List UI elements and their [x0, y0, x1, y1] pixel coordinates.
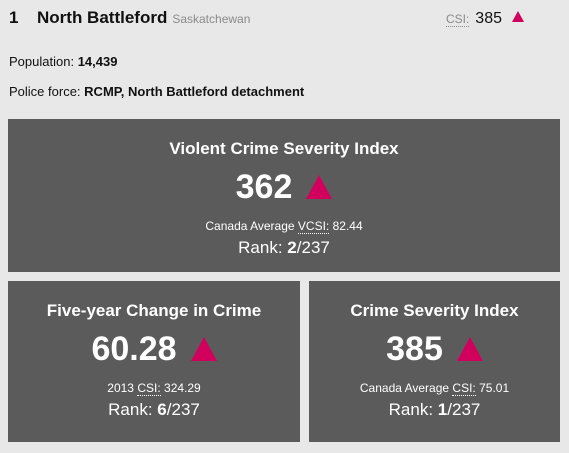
rank-label: Rank:	[238, 238, 283, 257]
police-force-label: Police force:	[9, 84, 81, 99]
five-year-change-card: Five-year Change in Crime 60.28 2013 CSI…	[8, 281, 300, 442]
csi-abbreviation[interactable]: CSI:	[137, 381, 161, 396]
card-value: 362	[235, 167, 293, 206]
police-force-line: Police force: RCMP, North Battleford det…	[9, 84, 304, 99]
city-name: North Battleford	[37, 8, 168, 27]
average-prefix: 2013	[107, 381, 134, 395]
card-average: Canada Average VCSI: 82.44	[8, 219, 560, 234]
card-value: 60.28	[91, 329, 177, 368]
rank-total: /237	[447, 400, 481, 419]
rank-value: 6	[157, 400, 167, 419]
csi-abbreviation[interactable]: CSI:	[452, 381, 476, 396]
triangle-up-icon	[190, 337, 217, 361]
province-name: Saskatchewan	[172, 12, 251, 26]
average-value: 82.44	[332, 219, 363, 233]
crime-severity-card: Crime Severity Index 385 Canada Average …	[309, 281, 560, 442]
card-title: Crime Severity Index	[350, 301, 519, 320]
card-rank: Rank: 1/237	[309, 400, 560, 420]
triangle-up-icon	[306, 175, 333, 199]
triangle-up-icon	[512, 11, 524, 22]
rank-total: /237	[166, 400, 200, 419]
average-prefix: Canada Average	[359, 381, 450, 395]
city-header: 1 North Battleford Saskatchewan CSI: 385	[9, 8, 560, 30]
card-rank: Rank: 2/237	[8, 238, 560, 258]
csi-abbreviation[interactable]: CSI:	[445, 12, 470, 27]
card-value-row: 362	[8, 167, 560, 207]
csi-value: 385	[475, 10, 502, 27]
card-title: Five-year Change in Crime	[46, 301, 262, 320]
population-value: 14,439	[77, 54, 118, 69]
violent-crime-card: Violent Crime Severity Index 362 Canada …	[8, 119, 560, 272]
triangle-up-icon	[456, 337, 483, 361]
rank-value: 2	[287, 238, 297, 257]
card-value-row: 60.28	[8, 329, 300, 369]
header-csi: CSI: 385	[445, 10, 560, 28]
average-value: 324.29	[164, 381, 201, 395]
average-prefix: Canada Average	[205, 219, 295, 233]
card-average: 2013 CSI: 324.29	[8, 381, 300, 396]
rank-label: Rank:	[108, 400, 153, 419]
population-line: Population: 14,439	[9, 54, 117, 69]
rank-label: Rank:	[388, 400, 434, 419]
card-title: Violent Crime Severity Index	[169, 139, 399, 158]
police-force-value: RCMP, North Battleford detachment	[84, 84, 305, 99]
vcsi-abbreviation[interactable]: VCSI:	[297, 219, 330, 234]
population-label: Population:	[9, 54, 75, 69]
rank-number: 1	[9, 8, 19, 27]
card-rank: Rank: 6/237	[8, 400, 300, 420]
card-value-row: 385	[309, 329, 560, 369]
card-average: Canada Average CSI: 75.01	[309, 381, 560, 396]
rank-total: /237	[296, 238, 330, 257]
rank-value: 1	[437, 400, 448, 419]
card-value: 385	[386, 329, 443, 368]
average-value: 75.01	[479, 381, 510, 395]
